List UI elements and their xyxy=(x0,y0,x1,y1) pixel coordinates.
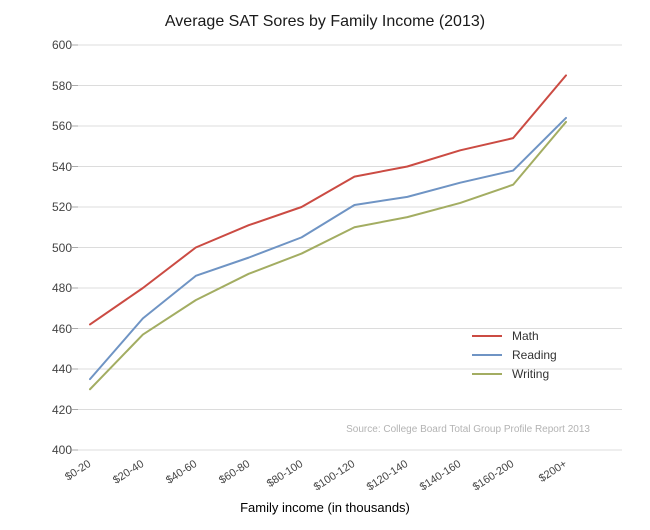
legend-label: Writing xyxy=(512,367,550,381)
y-axis-tick-label: 560 xyxy=(51,119,72,133)
y-axis-tick-label: 440 xyxy=(51,362,72,376)
writing-series-line xyxy=(89,120,567,391)
y-axis-tick-label: 480 xyxy=(51,281,72,295)
legend-item: Math xyxy=(472,329,557,343)
legend-item: Reading xyxy=(472,348,557,362)
y-axis-tick-label: 540 xyxy=(51,159,72,174)
legend: Math Reading Writing xyxy=(472,329,557,381)
y-axis-tick-label: 500 xyxy=(51,240,72,255)
legend-line-swatch xyxy=(472,335,502,337)
y-axis-tick-label: 420 xyxy=(51,402,72,417)
x-axis-title: Family income (in thousands) xyxy=(240,500,410,515)
legend-item: Writing xyxy=(472,367,557,381)
math-series-line xyxy=(89,74,567,326)
reading-series-line xyxy=(89,116,567,381)
legend-label: Reading xyxy=(512,348,557,362)
y-axis-tick-label: 460 xyxy=(51,321,72,336)
y-axis-tick-label: 600 xyxy=(51,38,72,52)
y-axis-tick-label: 520 xyxy=(51,200,72,214)
legend-line-swatch xyxy=(472,373,502,375)
source-note: Source: College Board Total Group Profil… xyxy=(346,424,590,435)
legend-label: Math xyxy=(512,329,539,343)
y-axis-tick-label: 580 xyxy=(51,78,72,93)
y-axis-tick-label: 400 xyxy=(51,443,72,457)
chart-title: Average SAT Sores by Family Income (2013… xyxy=(164,13,486,30)
legend-line-swatch xyxy=(472,354,502,356)
